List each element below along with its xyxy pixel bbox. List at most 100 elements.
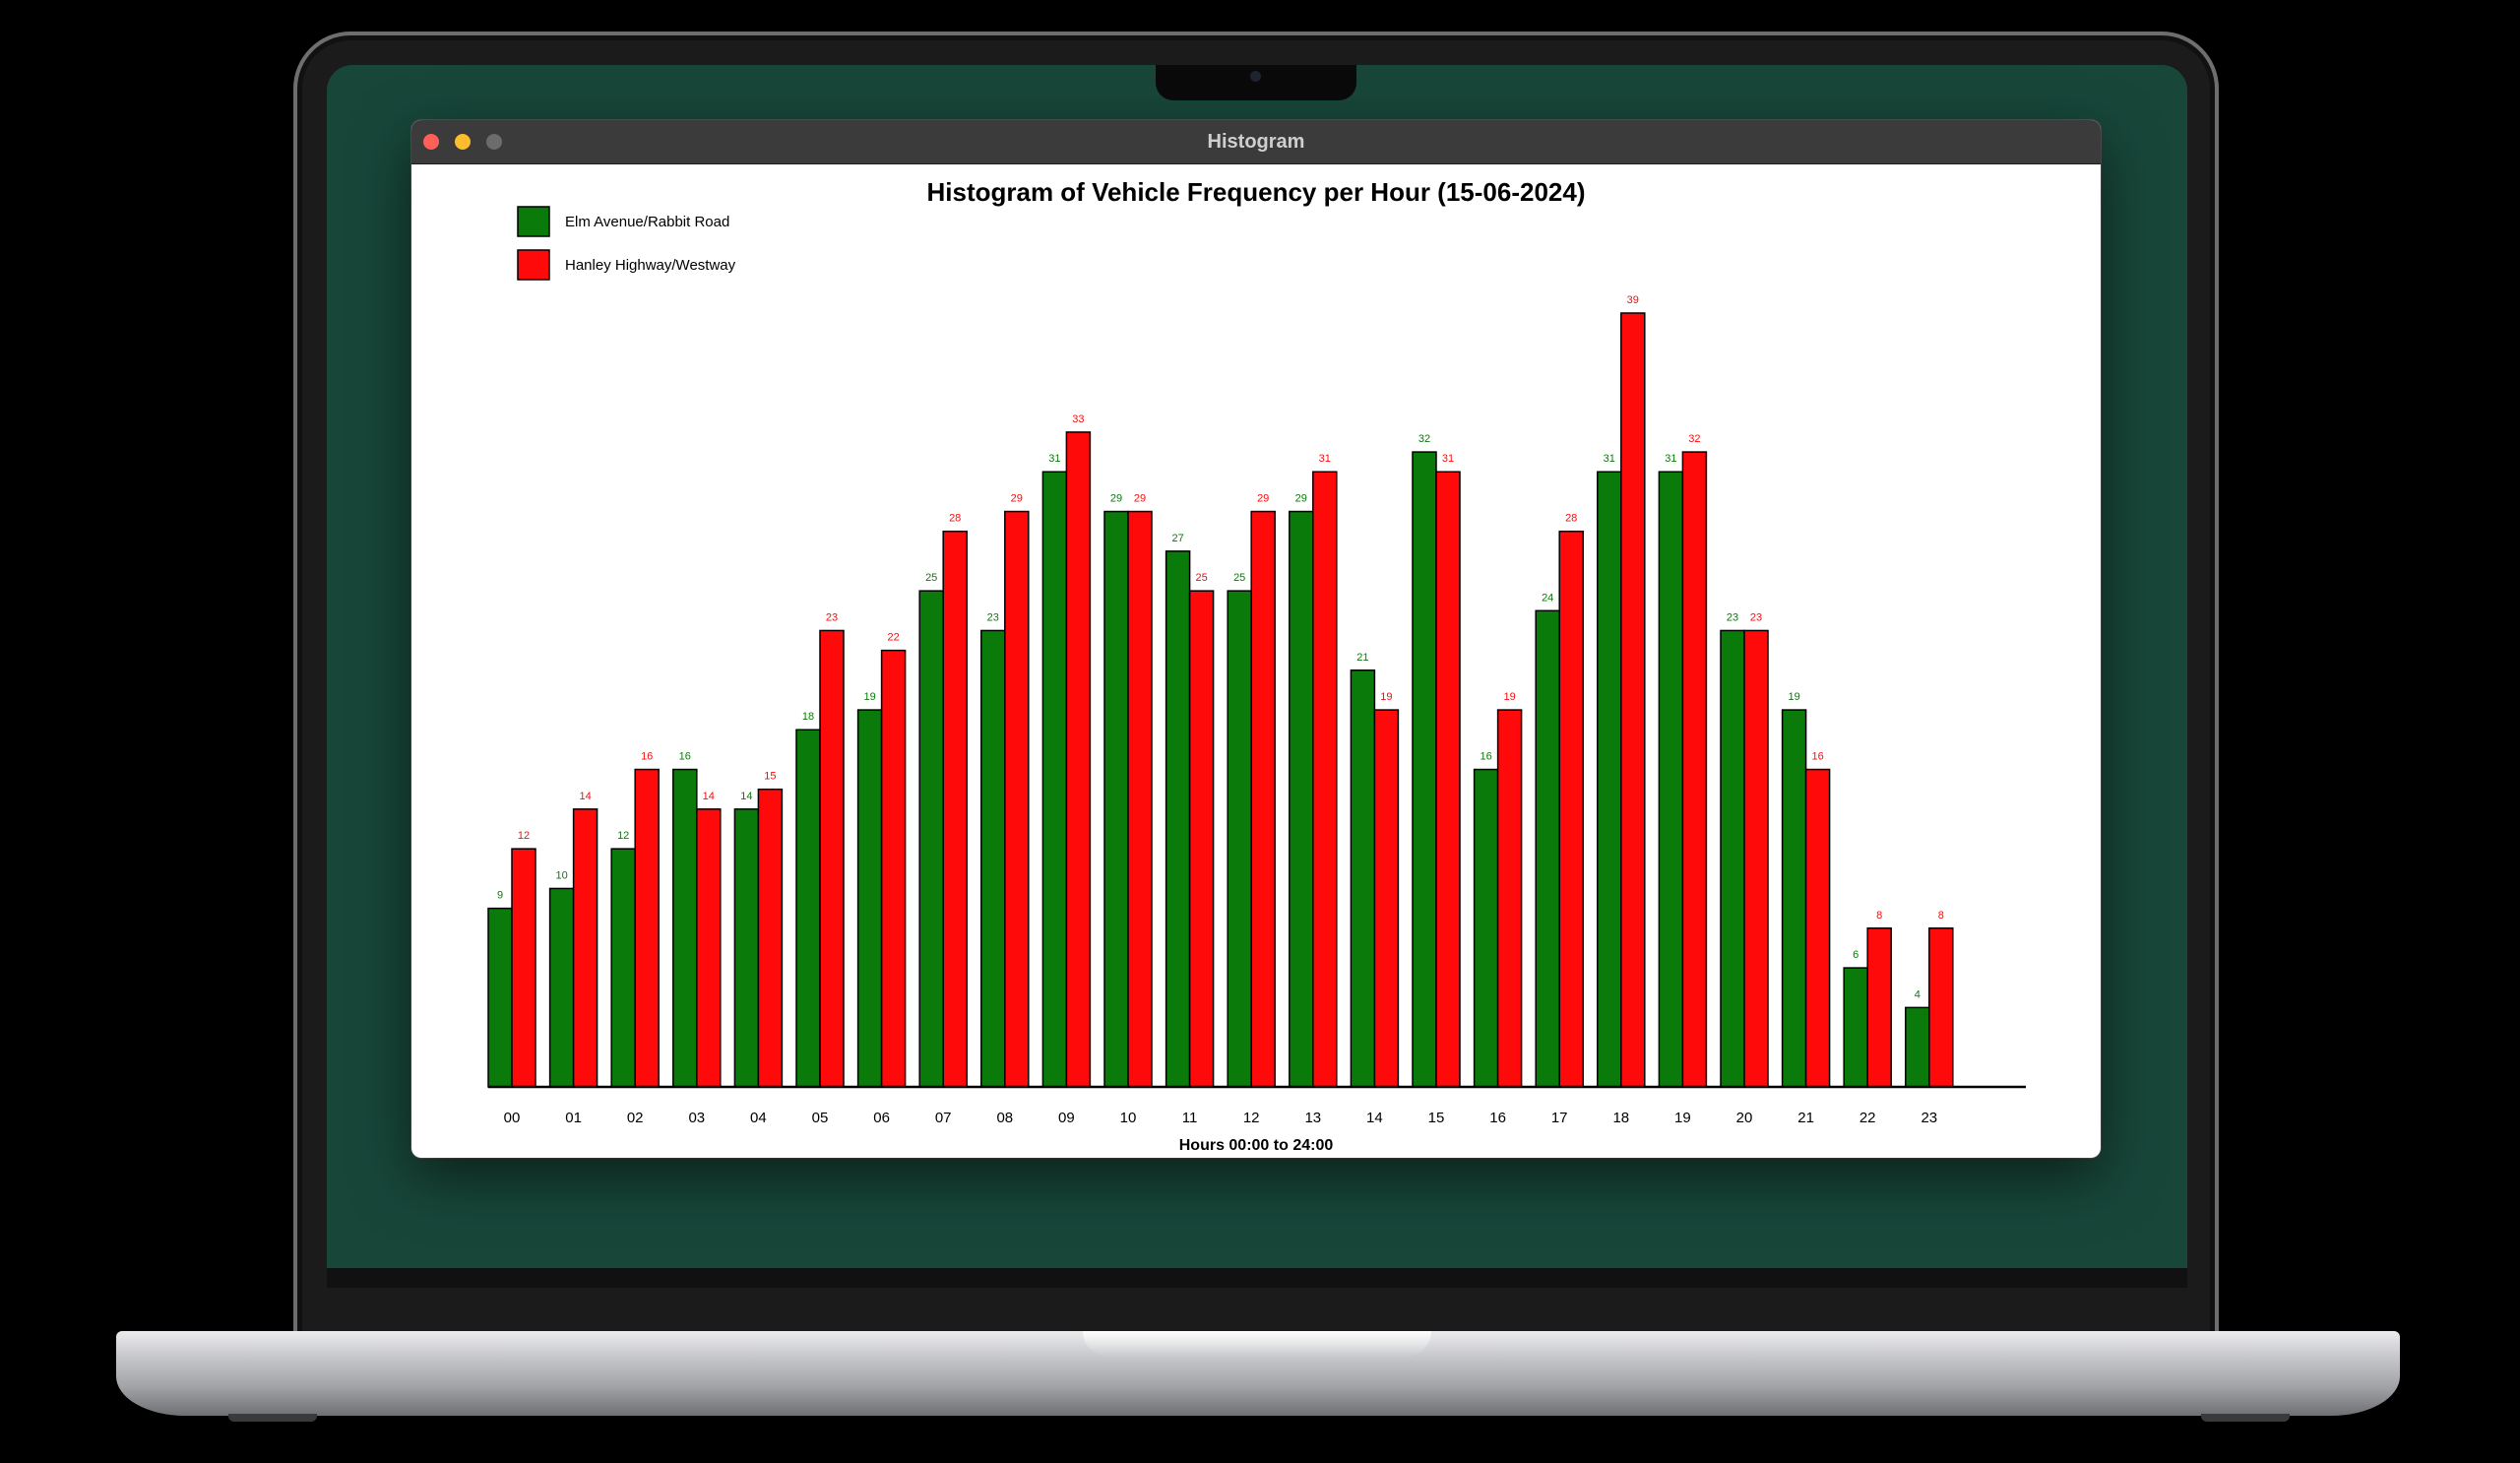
histogram-window: Histogram Histogram of Vehicle Frequency…: [411, 120, 2101, 1158]
value-label-2-02: 16: [641, 751, 653, 763]
value-label-1-23: 4: [1915, 988, 1921, 1000]
bar-2-23: [1928, 927, 1954, 1088]
bar-1-21: [1781, 709, 1807, 1088]
bar-1-01: [548, 887, 575, 1088]
value-label-2-01: 14: [579, 791, 591, 802]
window-title: Histogram: [1207, 131, 1305, 153]
value-label-1-12: 25: [1233, 572, 1245, 584]
value-label-1-01: 10: [555, 869, 567, 881]
x-tick-label-21: 21: [1797, 1110, 1814, 1126]
bar-1-22: [1843, 967, 1868, 1088]
chart-canvas-area: Histogram of Vehicle Frequency per Hour …: [415, 165, 2097, 1154]
bar-2-07: [942, 530, 968, 1088]
bar-1-20: [1720, 629, 1745, 1088]
value-label-1-00: 9: [497, 890, 503, 902]
value-label-1-07: 25: [925, 572, 937, 584]
laptop-foot-right: [2201, 1414, 2290, 1422]
legend-swatch-2: [517, 249, 550, 281]
x-tick-label-00: 00: [504, 1110, 521, 1126]
bar-1-11: [1165, 550, 1191, 1088]
x-tick-label-04: 04: [750, 1110, 767, 1126]
bar-1-18: [1597, 471, 1622, 1088]
x-tick-label-09: 09: [1058, 1110, 1075, 1126]
bar-2-20: [1743, 629, 1769, 1088]
bar-1-15: [1412, 451, 1437, 1088]
value-label-2-18: 39: [1627, 294, 1639, 306]
value-label-1-10: 29: [1110, 493, 1122, 505]
value-label-1-02: 12: [617, 830, 629, 842]
x-tick-label-05: 05: [812, 1110, 829, 1126]
minimize-window-button[interactable]: [455, 134, 471, 150]
value-label-2-14: 19: [1380, 691, 1392, 703]
bar-2-18: [1620, 312, 1646, 1088]
value-label-2-06: 22: [887, 632, 899, 644]
x-tick-label-10: 10: [1120, 1110, 1137, 1126]
bar-2-01: [572, 808, 598, 1088]
x-axis-label: Hours 00:00 to 24:00: [1179, 1137, 1334, 1154]
value-label-2-00: 12: [518, 830, 530, 842]
x-tick-label-22: 22: [1859, 1110, 1876, 1126]
value-label-1-18: 31: [1604, 453, 1615, 465]
x-tick-label-20: 20: [1736, 1110, 1753, 1126]
bar-2-11: [1188, 590, 1215, 1088]
value-label-2-22: 8: [1876, 910, 1882, 922]
bar-2-17: [1558, 530, 1584, 1088]
bar-2-03: [696, 808, 722, 1088]
bar-2-02: [634, 768, 660, 1088]
x-tick-label-17: 17: [1551, 1110, 1568, 1126]
x-tick-label-18: 18: [1612, 1110, 1629, 1126]
camera-icon: [1250, 71, 1261, 82]
value-label-1-21: 19: [1788, 691, 1799, 703]
bar-2-21: [1804, 768, 1831, 1088]
x-tick-label-15: 15: [1428, 1110, 1445, 1126]
bar-1-09: [1041, 471, 1068, 1088]
bar-1-12: [1227, 590, 1252, 1088]
x-tick-label-07: 07: [935, 1110, 952, 1126]
value-label-2-23: 8: [1938, 910, 1944, 922]
value-label-2-15: 31: [1442, 453, 1454, 465]
bar-1-13: [1289, 510, 1314, 1088]
window-titlebar[interactable]: Histogram: [411, 120, 2101, 164]
value-label-2-08: 29: [1011, 493, 1023, 505]
chart-title: Histogram of Vehicle Frequency per Hour …: [927, 177, 1586, 207]
bar-1-10: [1103, 510, 1129, 1088]
value-label-2-04: 15: [764, 771, 776, 783]
value-label-1-14: 21: [1356, 652, 1368, 664]
bar-1-19: [1658, 471, 1684, 1088]
value-label-1-04: 14: [740, 791, 752, 802]
value-label-2-11: 25: [1195, 572, 1207, 584]
value-label-1-22: 6: [1853, 949, 1858, 961]
screen-bezel: [327, 1268, 2187, 1288]
bar-2-10: [1127, 510, 1153, 1088]
bar-1-14: [1350, 669, 1376, 1088]
value-label-2-09: 33: [1072, 413, 1084, 425]
value-label-2-07: 28: [949, 513, 961, 525]
bar-2-00: [511, 848, 536, 1088]
value-label-1-03: 16: [679, 751, 691, 763]
bar-2-16: [1496, 709, 1523, 1088]
value-label-2-12: 29: [1257, 493, 1269, 505]
x-tick-label-16: 16: [1489, 1110, 1506, 1126]
x-tick-label-01: 01: [565, 1110, 582, 1126]
value-label-1-17: 24: [1542, 592, 1553, 604]
value-label-1-05: 18: [802, 711, 814, 723]
bar-2-19: [1681, 451, 1708, 1088]
laptop-foot-left: [228, 1414, 317, 1422]
bar-2-09: [1065, 431, 1092, 1088]
x-tick-label-19: 19: [1674, 1110, 1691, 1126]
value-label-1-09: 31: [1048, 453, 1060, 465]
bar-2-06: [880, 649, 907, 1088]
bar-1-02: [610, 848, 636, 1088]
maximize-window-button[interactable]: [486, 134, 502, 150]
close-window-button[interactable]: [423, 134, 439, 150]
value-label-2-19: 32: [1688, 433, 1700, 445]
x-tick-label-12: 12: [1243, 1110, 1260, 1126]
x-tick-label-02: 02: [627, 1110, 644, 1126]
x-tick-label-14: 14: [1366, 1110, 1383, 1126]
x-tick-label-13: 13: [1304, 1110, 1321, 1126]
bar-1-05: [795, 729, 821, 1088]
value-label-1-15: 32: [1418, 433, 1430, 445]
x-tick-label-23: 23: [1921, 1110, 1937, 1126]
bar-1-16: [1473, 768, 1499, 1088]
value-label-1-19: 31: [1665, 453, 1676, 465]
